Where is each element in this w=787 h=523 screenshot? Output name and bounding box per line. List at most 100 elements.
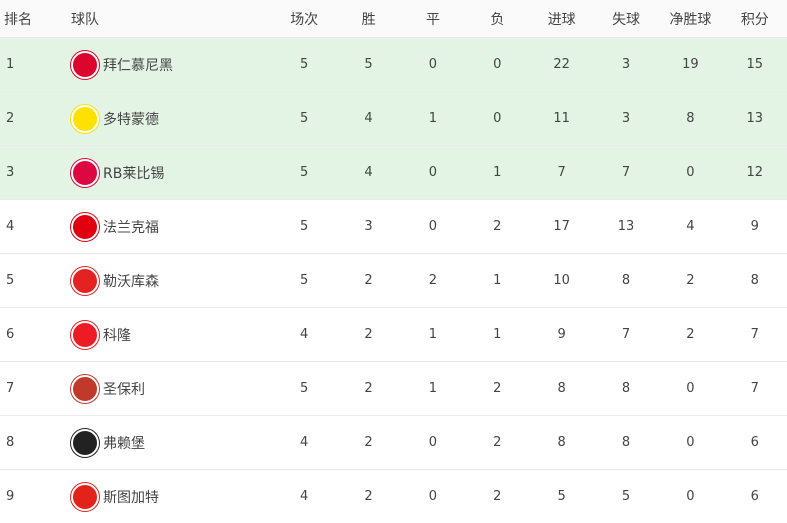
won-cell: 2 bbox=[336, 362, 400, 416]
header-team[interactable]: 球队 bbox=[41, 0, 272, 38]
drawn-cell: 1 bbox=[401, 308, 465, 362]
goal-diff-cell: 8 bbox=[658, 92, 722, 146]
rank-cell: 4 bbox=[0, 200, 41, 254]
points-cell: 9 bbox=[723, 200, 787, 254]
team-name[interactable]: 圣保利 bbox=[103, 382, 145, 398]
goal-diff-cell: 0 bbox=[658, 416, 722, 470]
team-name[interactable]: 科隆 bbox=[103, 328, 131, 344]
rank-cell: 2 bbox=[0, 92, 41, 146]
dortmund-logo-icon bbox=[71, 105, 99, 133]
goals-for-cell: 10 bbox=[530, 254, 594, 308]
team-cell[interactable]: 圣保利 bbox=[41, 362, 272, 416]
team-name[interactable]: RB莱比锡 bbox=[103, 166, 164, 182]
freiburg-logo-icon bbox=[71, 429, 99, 457]
won-cell: 3 bbox=[336, 200, 400, 254]
stuttgart-logo-icon bbox=[71, 483, 99, 511]
team-name[interactable]: 勒沃库森 bbox=[103, 274, 159, 290]
team-cell[interactable]: 法兰克福 bbox=[41, 200, 272, 254]
goal-diff-cell: 4 bbox=[658, 200, 722, 254]
team-name[interactable]: 多特蒙德 bbox=[103, 112, 159, 128]
won-cell: 2 bbox=[336, 308, 400, 362]
won-cell: 4 bbox=[336, 146, 400, 200]
goals-against-cell: 5 bbox=[594, 470, 658, 523]
drawn-cell: 2 bbox=[401, 254, 465, 308]
rank-cell: 1 bbox=[0, 38, 41, 92]
team-cell[interactable]: 拜仁慕尼黑 bbox=[41, 38, 272, 92]
rank-cell: 7 bbox=[0, 362, 41, 416]
drawn-cell: 1 bbox=[401, 362, 465, 416]
team-cell[interactable]: 多特蒙德 bbox=[41, 92, 272, 146]
goals-against-cell: 8 bbox=[594, 362, 658, 416]
team-name[interactable]: 拜仁慕尼黑 bbox=[103, 58, 173, 74]
rank-cell: 9 bbox=[0, 470, 41, 523]
header-goals-against[interactable]: 失球 bbox=[594, 0, 658, 38]
played-cell: 4 bbox=[272, 470, 336, 523]
rank-cell: 3 bbox=[0, 146, 41, 200]
goal-diff-cell: 2 bbox=[658, 308, 722, 362]
goals-for-cell: 8 bbox=[530, 416, 594, 470]
goals-against-cell: 3 bbox=[594, 38, 658, 92]
points-cell: 6 bbox=[723, 470, 787, 523]
header-won[interactable]: 胜 bbox=[336, 0, 400, 38]
points-cell: 7 bbox=[723, 308, 787, 362]
won-cell: 2 bbox=[336, 470, 400, 523]
st-pauli-logo-icon bbox=[71, 375, 99, 403]
team-name[interactable]: 弗赖堡 bbox=[103, 436, 145, 452]
drawn-cell: 0 bbox=[401, 38, 465, 92]
drawn-cell: 0 bbox=[401, 470, 465, 523]
rank-cell: 8 bbox=[0, 416, 41, 470]
goals-for-cell: 22 bbox=[530, 38, 594, 92]
points-cell: 6 bbox=[723, 416, 787, 470]
rank-cell: 5 bbox=[0, 254, 41, 308]
team-cell[interactable]: 科隆 bbox=[41, 308, 272, 362]
played-cell: 4 bbox=[272, 308, 336, 362]
drawn-cell: 1 bbox=[401, 92, 465, 146]
goals-for-cell: 8 bbox=[530, 362, 594, 416]
team-cell[interactable]: 勒沃库森 bbox=[41, 254, 272, 308]
played-cell: 5 bbox=[272, 200, 336, 254]
team-cell[interactable]: 弗赖堡 bbox=[41, 416, 272, 470]
team-name[interactable]: 斯图加特 bbox=[103, 490, 159, 506]
won-cell: 2 bbox=[336, 416, 400, 470]
goals-against-cell: 3 bbox=[594, 92, 658, 146]
goal-diff-cell: 2 bbox=[658, 254, 722, 308]
team-cell[interactable]: RB莱比锡 bbox=[41, 146, 272, 200]
header-points[interactable]: 积分 bbox=[723, 0, 787, 38]
team-cell[interactable]: 斯图加特 bbox=[41, 470, 272, 523]
goals-against-cell: 8 bbox=[594, 416, 658, 470]
table-header: 排名球队场次胜平负进球失球净胜球积分 bbox=[0, 0, 787, 38]
header-rank[interactable]: 排名 bbox=[0, 0, 41, 38]
header-goal-diff[interactable]: 净胜球 bbox=[658, 0, 722, 38]
header-goals-for[interactable]: 进球 bbox=[530, 0, 594, 38]
header-lost[interactable]: 负 bbox=[465, 0, 529, 38]
lost-cell: 1 bbox=[465, 146, 529, 200]
drawn-cell: 0 bbox=[401, 200, 465, 254]
leverkusen-logo-icon bbox=[71, 267, 99, 295]
goals-for-cell: 7 bbox=[530, 146, 594, 200]
points-cell: 13 bbox=[723, 92, 787, 146]
lost-cell: 0 bbox=[465, 38, 529, 92]
goals-for-cell: 9 bbox=[530, 308, 594, 362]
lost-cell: 2 bbox=[465, 470, 529, 523]
rank-cell: 6 bbox=[0, 308, 41, 362]
goals-for-cell: 11 bbox=[530, 92, 594, 146]
goals-against-cell: 8 bbox=[594, 254, 658, 308]
header-drawn[interactable]: 平 bbox=[401, 0, 465, 38]
team-name[interactable]: 法兰克福 bbox=[103, 220, 159, 236]
header-played[interactable]: 场次 bbox=[272, 0, 336, 38]
goal-diff-cell: 0 bbox=[658, 362, 722, 416]
points-cell: 8 bbox=[723, 254, 787, 308]
drawn-cell: 0 bbox=[401, 146, 465, 200]
points-cell: 15 bbox=[723, 38, 787, 92]
goal-diff-cell: 0 bbox=[658, 470, 722, 523]
